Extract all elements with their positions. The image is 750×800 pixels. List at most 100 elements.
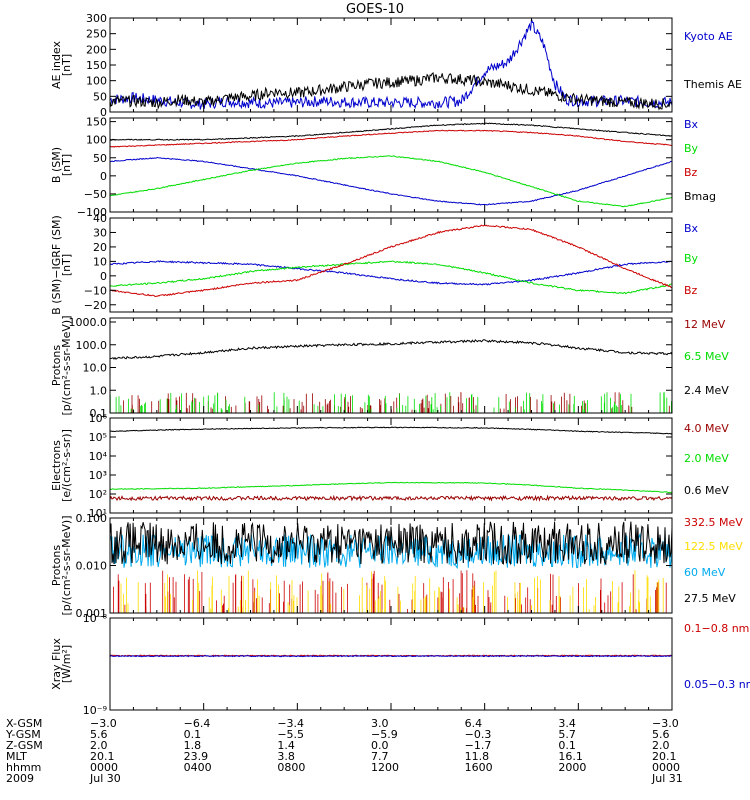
series-bdiff-bz xyxy=(110,224,672,298)
y-tick-label: 0.001 xyxy=(76,607,108,620)
ephemeris-value: 2000 xyxy=(558,761,586,774)
y-tick-label: 40 xyxy=(93,212,107,225)
panel-protons1: 0.1 1.0 10.0 100.0 1000.0 Protons[p/(cm²-s-sr… xyxy=(50,316,729,421)
series-ae-themis-ae xyxy=(110,72,672,111)
ephemeris-label: X-GSM xyxy=(6,717,42,730)
ephemeris-value: 0800 xyxy=(277,761,305,774)
series-electrons-4-0-mev xyxy=(110,494,672,502)
series-xray-0-05-0-3-nm xyxy=(110,655,672,658)
y-axis-title: [W/m²] xyxy=(60,645,73,683)
ephemeris-value: 0.1 xyxy=(184,728,202,741)
y-tick-label: 10¹ xyxy=(89,507,107,520)
y-axis-title: Protons xyxy=(50,545,63,586)
y-tick-label: 50 xyxy=(93,152,107,165)
ephemeris-value: −3.0 xyxy=(652,717,679,730)
panel-protons2: 0.001 0.010 0.100 Protons[p/(cm²-s-sr-MeV)]… xyxy=(50,512,743,620)
y-axis-title: Xray Flux xyxy=(50,638,63,690)
y-tick-label: 0.1 xyxy=(90,407,108,420)
ephemeris-value: Jul 31 xyxy=(651,772,683,785)
ephemeris-value: 1600 xyxy=(465,761,493,774)
y-tick-label: 30 xyxy=(93,226,107,239)
ephemeris-value: 6.4 xyxy=(465,717,483,730)
ephemeris-value: 20.1 xyxy=(652,750,677,763)
y-tick-label: 10⁻⁹ xyxy=(83,704,107,717)
y-tick-label: 10² xyxy=(89,488,107,501)
y-tick-label: 200 xyxy=(86,43,107,56)
ephemeris-value: 3.8 xyxy=(277,750,295,763)
y-axis-title: Protons xyxy=(50,345,63,386)
y-axis-title: [nT] xyxy=(60,54,73,76)
y-axis-title: [nT] xyxy=(60,254,73,276)
legend-bdiff-1: By xyxy=(684,252,699,265)
series-bdiff-by xyxy=(110,260,672,295)
ephemeris-value: Jul 30 xyxy=(89,772,121,785)
y-tick-label: 10⁻⁸ xyxy=(83,612,108,625)
legend-bsm-2: Bz xyxy=(684,166,698,179)
y-axis-title: Electrons xyxy=(50,440,63,491)
ephemeris-value: 11.8 xyxy=(465,750,490,763)
y-tick-label: −10 xyxy=(84,284,107,297)
series-bsm-bx xyxy=(110,156,672,206)
legend-bdiff-0: Bx xyxy=(684,222,699,235)
y-tick-label: 150 xyxy=(86,116,107,129)
legend-bsm-1: By xyxy=(684,142,699,155)
legend-electrons-0: 4.0 MeV xyxy=(684,422,729,435)
y-tick-label: 50 xyxy=(93,90,107,103)
y-axis-title: [nT] xyxy=(60,154,73,176)
legend-electrons-2: 0.6 MeV xyxy=(684,484,729,497)
y-tick-label: 0.100 xyxy=(76,512,108,525)
ephemeris-label: Y-GSM xyxy=(5,728,41,741)
y-tick-label: 100.0 xyxy=(76,339,108,352)
y-tick-label: 10³ xyxy=(89,469,107,482)
ephemeris-table: X-GSM −3.0 −6.4 −3.4 3.0 6.4 3.4 −3.0 Y-GSM 5.6 0.… xyxy=(5,717,683,785)
plot-title: GOES-10 xyxy=(346,2,404,17)
y-axis-title: [p/(cm²-s-sr-MeV)] xyxy=(60,516,73,616)
y-tick-label: 0 xyxy=(100,170,107,183)
legend-bsm-0: Bx xyxy=(684,118,699,131)
y-axis-title: B (SM) xyxy=(50,147,63,183)
ephemeris-value: 2.0 xyxy=(90,739,108,752)
ephemeris-value: 2.0 xyxy=(652,739,670,752)
series-bsm-by xyxy=(110,155,672,208)
y-tick-label: 10⁶ xyxy=(89,412,108,425)
y-tick-label: 0.010 xyxy=(76,560,108,573)
y-tick-label: 300 xyxy=(86,12,107,25)
panel-electrons: 10¹ 10² 10³ 10⁴ 10⁵ 10⁶ Electrons[e/(cm²-s-sr)… xyxy=(50,412,729,520)
series-bsm-bmag xyxy=(110,122,672,141)
ephemeris-value: −0.3 xyxy=(465,728,492,741)
y-tick-label: 10⁴ xyxy=(89,450,108,463)
legend-protons2-2: 60 MeV xyxy=(684,566,726,579)
series-electrons-2-0-mev xyxy=(110,481,672,494)
series-protons1-2-4-mev xyxy=(110,339,672,360)
ephemeris-value: 23.9 xyxy=(184,750,209,763)
ephemeris-value: 0.0 xyxy=(371,739,389,752)
y-tick-label: 150 xyxy=(86,59,107,72)
ephemeris-value: −3.0 xyxy=(90,717,117,730)
legend-bdiff-2: Bz xyxy=(684,284,698,297)
series-electrons-0-6-mev xyxy=(110,426,672,435)
legend-protons1-1: 6.5 MeV xyxy=(684,350,729,363)
y-axis-title: [e/(cm²-s-sr)] xyxy=(60,429,73,502)
ephemeris-value: 3.0 xyxy=(371,717,389,730)
legend-xray-0: 0.1−0.8 nm xyxy=(684,622,749,635)
series-protons2-332-5-mev xyxy=(113,570,672,613)
panel-frame xyxy=(109,117,673,213)
y-tick-label: −50 xyxy=(84,188,107,201)
ephemeris-label: 2009 xyxy=(6,772,34,785)
y-tick-label: 10 xyxy=(93,255,107,268)
y-tick-label: 100 xyxy=(86,134,107,147)
y-tick-label: 1.0 xyxy=(90,384,108,397)
legend-electrons-1: 2.0 MeV xyxy=(684,452,729,465)
ephemeris-value: −5.5 xyxy=(277,728,304,741)
series-bsm-bz xyxy=(110,129,672,148)
ephemeris-value: 0000 xyxy=(652,761,680,774)
y-tick-label: 10⁵ xyxy=(89,431,107,444)
ephemeris-value: 1.4 xyxy=(277,739,295,752)
y-axis-title: AE index xyxy=(50,40,63,89)
legend-protons2-1: 122.5 MeV xyxy=(684,540,743,553)
panel-xray: 10⁻⁹ 10⁻⁸ Xray Flux[W/m²] 0.1−0.8 nm 0.05−0.… xyxy=(50,612,750,717)
ephemeris-value: 16.1 xyxy=(558,750,583,763)
ephemeris-label: Z-GSM xyxy=(6,739,43,752)
ephemeris-value: 5.6 xyxy=(652,728,670,741)
